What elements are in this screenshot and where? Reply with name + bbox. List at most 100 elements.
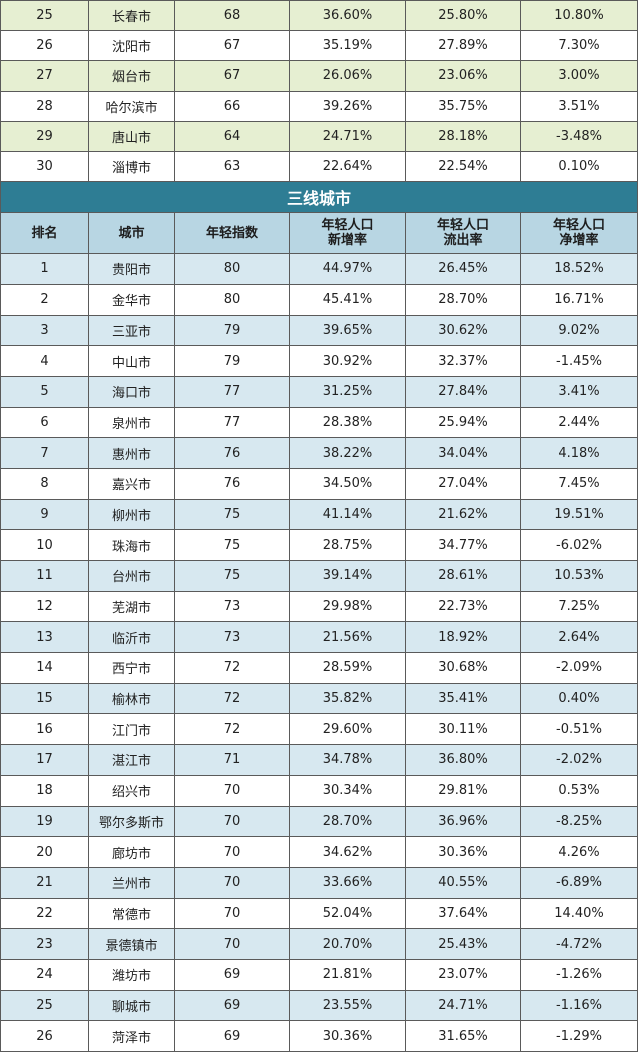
header-city: 城市 — [88, 212, 175, 255]
cell-new-rate: 44.97% — [289, 253, 406, 285]
table-row: 28 哈尔滨市 66 39.26% 35.75% 3.51% — [0, 90, 638, 122]
cell-rank: 10 — [0, 529, 89, 561]
table-row: 13 临沂市 73 21.56% 18.92% 2.64% — [0, 621, 638, 654]
cell-city: 泉州市 — [88, 406, 175, 439]
cell-index: 69 — [174, 958, 290, 991]
cell-city: 台州市 — [88, 560, 175, 592]
table-row: 11 台州市 75 39.14% 28.61% 10.53% — [0, 560, 638, 592]
cell-city: 廊坊市 — [88, 836, 175, 868]
cell-city: 沈阳市 — [88, 30, 175, 62]
cell-city: 嘉兴市 — [88, 467, 175, 500]
cell-index: 67 — [174, 60, 290, 92]
cell-out-rate: 27.89% — [405, 30, 521, 62]
cell-rank: 7 — [0, 437, 89, 469]
cell-out-rate: 23.06% — [405, 60, 521, 92]
cell-rank: 22 — [0, 897, 89, 930]
cell-new-rate: 23.55% — [289, 989, 406, 1022]
cell-city: 海口市 — [88, 375, 175, 408]
cell-city: 唐山市 — [88, 120, 175, 152]
table-row: 30 淄博市 63 22.64% 22.54% 0.10% — [0, 150, 638, 183]
table-row: 16 江门市 72 29.60% 30.11% -0.51% — [0, 713, 638, 746]
cell-net-rate: -2.09% — [520, 652, 638, 684]
cell-index: 70 — [174, 928, 290, 960]
cell-index: 70 — [174, 866, 290, 899]
cell-new-rate: 30.36% — [289, 1020, 406, 1052]
table-row: 12 芜湖市 73 29.98% 22.73% 7.25% — [0, 590, 638, 623]
cell-new-rate: 52.04% — [289, 897, 406, 930]
cell-city: 榆林市 — [88, 682, 175, 715]
header-new-rate-line2: 新增率 — [327, 233, 367, 249]
cell-rank: 14 — [0, 652, 89, 684]
table-row: 7 惠州市 76 38.22% 34.04% 4.18% — [0, 437, 638, 469]
cell-net-rate: 4.26% — [520, 836, 638, 868]
cell-index: 77 — [174, 375, 290, 408]
cell-net-rate: 9.02% — [520, 314, 638, 347]
cell-out-rate: 27.84% — [405, 375, 521, 408]
header-out-rate: 年轻人口 流出率 — [405, 212, 521, 255]
cell-out-rate: 30.62% — [405, 314, 521, 347]
cell-new-rate: 22.64% — [289, 150, 406, 183]
cell-out-rate: 28.18% — [405, 120, 521, 152]
cell-new-rate: 36.60% — [289, 0, 406, 32]
cell-rank: 15 — [0, 682, 89, 715]
cell-index: 70 — [174, 897, 290, 930]
cell-city: 惠州市 — [88, 437, 175, 469]
cell-rank: 24 — [0, 958, 89, 991]
cell-new-rate: 26.06% — [289, 60, 406, 92]
table-row: 26 菏泽市 69 30.36% 31.65% -1.29% — [0, 1020, 638, 1052]
cell-net-rate: -2.02% — [520, 744, 638, 776]
cell-out-rate: 30.36% — [405, 836, 521, 868]
cell-net-rate: -4.72% — [520, 928, 638, 960]
cell-rank: 28 — [0, 90, 89, 122]
cell-net-rate: 14.40% — [520, 897, 638, 930]
cell-city: 烟台市 — [88, 60, 175, 92]
cell-rank: 26 — [0, 1020, 89, 1052]
cell-out-rate: 24.71% — [405, 989, 521, 1022]
cell-out-rate: 36.96% — [405, 805, 521, 838]
cell-index: 69 — [174, 989, 290, 1022]
cell-out-rate: 35.75% — [405, 90, 521, 122]
cell-net-rate: 2.44% — [520, 406, 638, 439]
cell-index: 76 — [174, 437, 290, 469]
cell-index: 76 — [174, 467, 290, 500]
cell-net-rate: 7.30% — [520, 30, 638, 62]
cell-index: 79 — [174, 345, 290, 377]
cell-index: 70 — [174, 805, 290, 838]
cell-out-rate: 35.41% — [405, 682, 521, 715]
cell-new-rate: 33.66% — [289, 866, 406, 899]
cell-index: 75 — [174, 529, 290, 561]
cell-out-rate: 40.55% — [405, 866, 521, 899]
table-row: 27 烟台市 67 26.06% 23.06% 3.00% — [0, 60, 638, 92]
cell-rank: 27 — [0, 60, 89, 92]
cell-out-rate: 25.94% — [405, 406, 521, 439]
cell-city: 湛江市 — [88, 744, 175, 776]
cell-rank: 3 — [0, 314, 89, 347]
cell-city: 绍兴市 — [88, 774, 175, 807]
cell-out-rate: 18.92% — [405, 621, 521, 654]
cell-new-rate: 21.56% — [289, 621, 406, 654]
cell-rank: 25 — [0, 989, 89, 1022]
cell-index: 70 — [174, 774, 290, 807]
cell-rank: 17 — [0, 744, 89, 776]
cell-rank: 21 — [0, 866, 89, 899]
cell-new-rate: 29.60% — [289, 713, 406, 746]
cell-net-rate: 0.40% — [520, 682, 638, 715]
table-row: 4 中山市 79 30.92% 32.37% -1.45% — [0, 345, 638, 377]
header-out-rate-line2: 流出率 — [443, 233, 483, 249]
cell-new-rate: 34.62% — [289, 836, 406, 868]
cell-out-rate: 28.70% — [405, 283, 521, 316]
header-new-rate-line1: 年轻人口 — [321, 218, 374, 234]
cell-city: 三亚市 — [88, 314, 175, 347]
cell-index: 64 — [174, 120, 290, 152]
cell-net-rate: 3.00% — [520, 60, 638, 92]
cell-new-rate: 31.25% — [289, 375, 406, 408]
cell-out-rate: 26.45% — [405, 253, 521, 285]
cell-out-rate: 27.04% — [405, 467, 521, 500]
cell-index: 72 — [174, 713, 290, 746]
cell-out-rate: 34.77% — [405, 529, 521, 561]
second-tier-rows: 25 长春市 68 36.60% 25.80% 10.80% 26 沈阳市 67 35.19% 27… — [0, 0, 638, 183]
cell-new-rate: 35.19% — [289, 30, 406, 62]
cell-out-rate: 31.65% — [405, 1020, 521, 1052]
cell-city: 临沂市 — [88, 621, 175, 654]
cell-index: 72 — [174, 652, 290, 684]
